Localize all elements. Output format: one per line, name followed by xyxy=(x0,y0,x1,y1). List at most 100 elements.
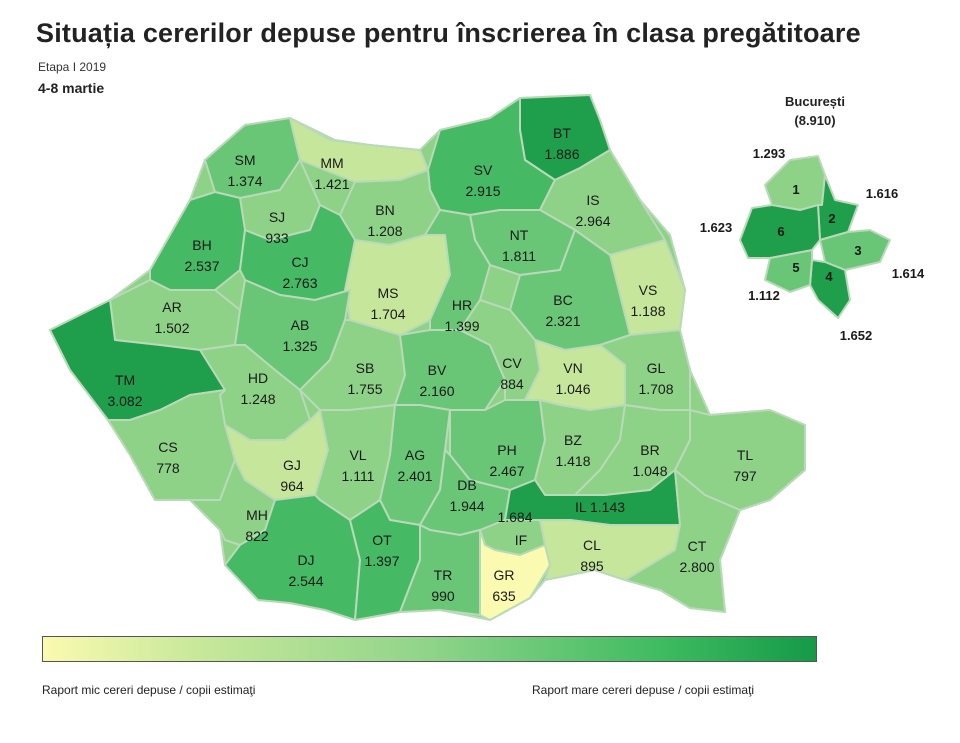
county-value-ct: 2.800 xyxy=(679,559,714,575)
county-value-sj: 933 xyxy=(265,230,289,246)
county-code-ab: AB xyxy=(291,317,310,333)
sector-value-5: 1.112 xyxy=(748,288,780,303)
county-code-gr: GR xyxy=(494,567,515,583)
inset-labels: 1 1.293 2 1.616 3 1.614 4 1.652 5 1.112 6 1.623 xyxy=(700,146,925,343)
sector-value-6: 1.623 xyxy=(700,220,733,235)
county-code-tl: TL xyxy=(737,447,754,463)
legend-low-label: Raport mic cereri depuse / copii estimaţ… xyxy=(42,683,256,697)
county-code-gl: GL xyxy=(647,360,666,376)
county-value-bn: 1.208 xyxy=(367,223,402,239)
county-value-bz: 1.418 xyxy=(555,453,590,469)
county-code-ot: OT xyxy=(372,532,392,548)
sector-value-3: 1.614 xyxy=(892,266,925,281)
sector-4[interactable] xyxy=(809,259,851,319)
map-title: Situația cererilor depuse pentru înscrie… xyxy=(36,18,861,48)
county-code-sm: SM xyxy=(235,152,256,168)
bucuresti-heading: București (8.910) xyxy=(770,92,860,130)
county-value-is: 2.964 xyxy=(575,213,610,229)
county-value-cs: 778 xyxy=(156,460,180,476)
county-value-tm: 3.082 xyxy=(107,393,142,409)
county-ct[interactable] xyxy=(624,469,741,613)
county-value-ot: 1.397 xyxy=(364,553,399,569)
legend-gradient-bar xyxy=(42,636,817,662)
county-value-hd: 1.248 xyxy=(240,391,275,407)
county-value-gj: 964 xyxy=(280,478,304,494)
county-value-br: 1.048 xyxy=(632,463,667,479)
county-code-is: IS xyxy=(586,192,599,208)
county-code-nt: NT xyxy=(510,227,529,243)
county-value-ph: 2.467 xyxy=(489,463,524,479)
sector-number-1: 1 xyxy=(792,182,799,197)
county-value-cj: 2.763 xyxy=(282,275,317,291)
county-value-mm: 1.421 xyxy=(314,176,349,192)
county-code-bz: BZ xyxy=(564,432,582,448)
county-value-if: 1.684 xyxy=(497,509,532,525)
sector-value-4: 1.652 xyxy=(840,328,873,343)
county-value-bv: 2.160 xyxy=(419,383,454,399)
county-code-sb: SB xyxy=(356,360,375,376)
county-labels: SM 1.374 MM 1.421 BT 1.886 SV 2.915 SJ 933 BN 1.208… xyxy=(107,125,756,604)
county-code-ms: MS xyxy=(378,285,399,301)
county-code-tr: TR xyxy=(434,567,453,583)
legend-high-label: Raport mare cereri depuse / copii estima… xyxy=(532,683,755,697)
county-code-cs: CS xyxy=(158,439,177,455)
county-code-dj: DJ xyxy=(297,552,314,568)
bucuresti-total: (8.910) xyxy=(794,113,836,128)
sector-number-5: 5 xyxy=(792,260,799,275)
county-value-nt: 1.811 xyxy=(502,248,536,264)
county-label-il: IL 1.143 xyxy=(575,499,625,515)
sector-value-1: 1.293 xyxy=(753,146,786,161)
county-value-ab: 1.325 xyxy=(282,338,317,354)
sector-value-2: 1.616 xyxy=(866,186,899,201)
county-value-vn: 1.046 xyxy=(555,381,590,397)
county-code-ph: PH xyxy=(497,442,516,458)
county-code-tm: TM xyxy=(115,372,135,388)
county-code-sv: SV xyxy=(474,162,493,178)
county-code-bn: BN xyxy=(375,202,394,218)
county-code-sj: SJ xyxy=(269,209,285,225)
county-value-dj: 2.544 xyxy=(288,573,323,589)
county-code-bh: BH xyxy=(192,237,211,253)
sector-2[interactable] xyxy=(817,174,859,241)
county-value-cl: 895 xyxy=(580,558,604,574)
sector-number-3: 3 xyxy=(854,243,861,258)
county-value-sm: 1.374 xyxy=(227,173,262,189)
county-tl[interactable] xyxy=(674,409,806,511)
sector-6[interactable] xyxy=(739,204,821,259)
county-value-bh: 2.537 xyxy=(184,258,219,274)
county-code-gj: GJ xyxy=(283,457,301,473)
county-value-ag: 2.401 xyxy=(397,468,432,484)
county-code-cl: CL xyxy=(583,537,601,553)
county-value-ms: 1.704 xyxy=(370,306,405,322)
county-value-vs: 1.188 xyxy=(630,303,665,319)
county-code-cv: CV xyxy=(502,355,522,371)
county-code-if: IF xyxy=(515,532,527,548)
sector-number-6: 6 xyxy=(777,224,784,239)
county-value-bc: 2.321 xyxy=(545,313,580,329)
county-value-tl: 797 xyxy=(733,468,757,484)
county-value-ar: 1.502 xyxy=(154,320,189,336)
county-code-br: BR xyxy=(640,442,659,458)
county-value-gl: 1.708 xyxy=(638,381,673,397)
county-value-sb: 1.755 xyxy=(347,381,382,397)
county-code-bt: BT xyxy=(553,125,571,141)
county-code-db: DB xyxy=(457,477,476,493)
county-value-bt: 1.886 xyxy=(544,146,579,162)
county-value-mh: 822 xyxy=(245,528,269,544)
county-value-cv: 884 xyxy=(500,376,524,392)
county-code-ar: AR xyxy=(162,299,181,315)
county-code-vl: VL xyxy=(349,447,366,463)
county-code-ag: AG xyxy=(405,447,425,463)
county-code-hd: HD xyxy=(248,370,268,386)
stage-label: Etapa I 2019 xyxy=(38,60,107,74)
sector-number-2: 2 xyxy=(828,211,835,226)
county-code-bv: BV xyxy=(428,362,447,378)
sector-number-4: 4 xyxy=(825,269,833,284)
county-value-tr: 990 xyxy=(431,588,455,604)
county-code-vn: VN xyxy=(563,360,582,376)
county-code-bc: BC xyxy=(553,292,572,308)
county-value-hr: 1.399 xyxy=(444,318,479,334)
county-code-ct: CT xyxy=(688,538,707,554)
bucharest-inset xyxy=(739,155,891,319)
county-code-hr: HR xyxy=(452,297,472,313)
